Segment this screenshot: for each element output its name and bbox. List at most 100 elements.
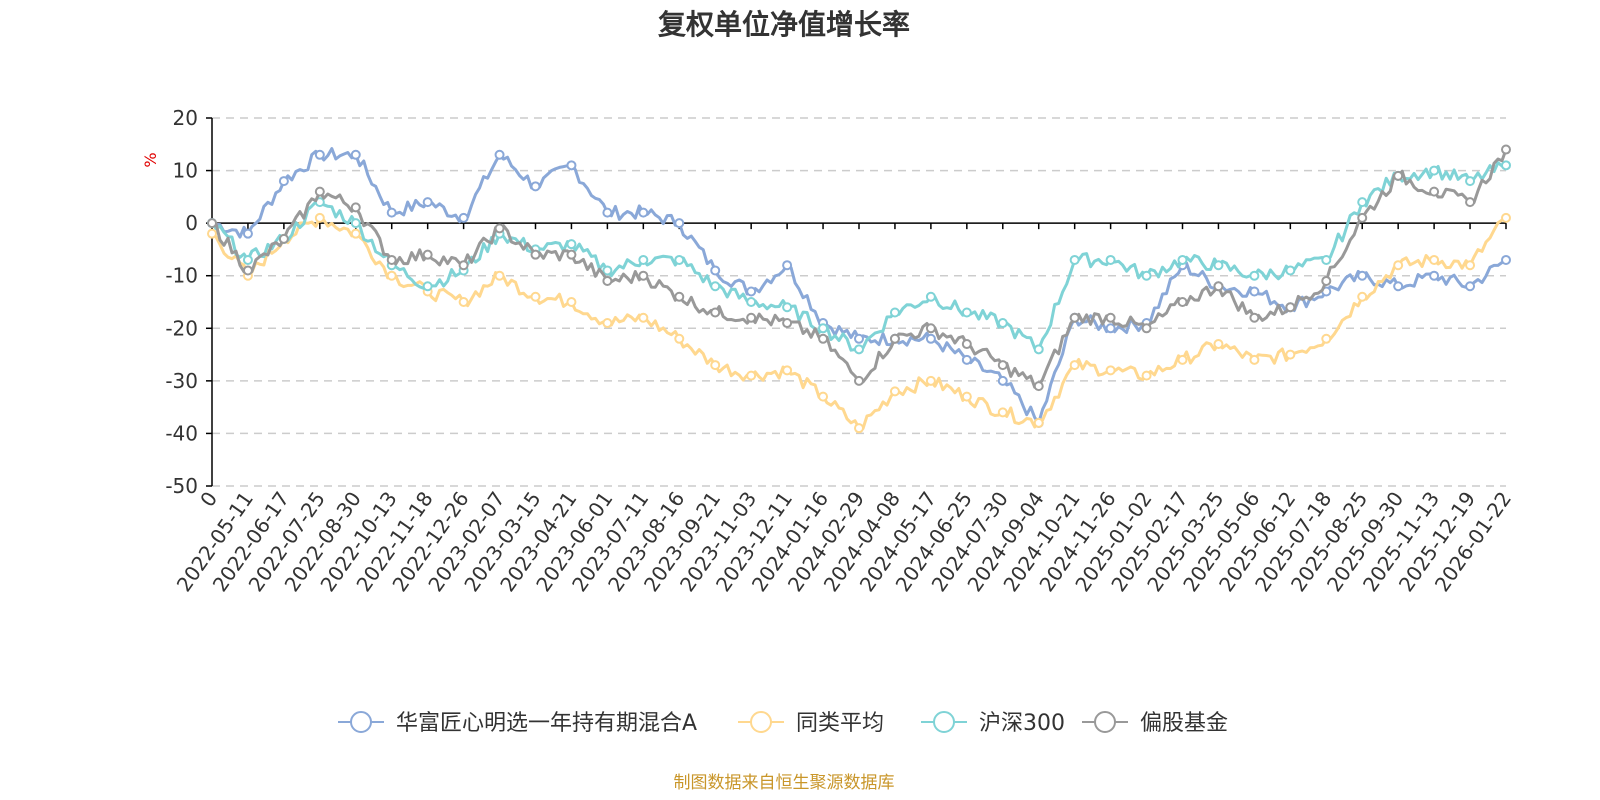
data-point	[1429, 270, 1440, 281]
data-point	[1177, 297, 1188, 307]
data-point	[818, 333, 829, 344]
data-point	[1501, 160, 1511, 171]
data-point	[1105, 254, 1116, 265]
data-point	[207, 228, 217, 239]
data-point	[1501, 212, 1511, 223]
y-tick-label: -50	[165, 474, 198, 498]
data-point	[458, 297, 469, 307]
y-tick-label: 20	[173, 106, 198, 130]
data-point	[710, 265, 721, 276]
data-point	[314, 212, 325, 223]
legend-item-3[interactable]: 沪深300	[921, 711, 1065, 736]
data-point	[997, 407, 1008, 418]
data-point	[1033, 417, 1044, 428]
data-point	[638, 270, 649, 281]
data-point	[674, 218, 685, 229]
data-point	[530, 181, 541, 192]
data-point	[602, 275, 613, 286]
data-point	[782, 260, 793, 271]
data-point	[961, 339, 972, 350]
data-point	[710, 281, 721, 292]
data-point	[1141, 323, 1152, 334]
data-point	[854, 375, 864, 386]
data-point	[530, 291, 541, 302]
data-point	[530, 249, 541, 260]
data-point	[1141, 370, 1152, 381]
data-point	[1393, 260, 1404, 271]
data-point	[242, 254, 253, 265]
data-point	[386, 207, 397, 218]
data-point	[1105, 323, 1116, 334]
data-point	[602, 318, 613, 329]
data-point	[925, 333, 936, 344]
legend-circle-icon	[750, 711, 772, 733]
data-point	[638, 254, 649, 265]
y-tick-label: 0	[185, 211, 198, 235]
data-point	[422, 249, 433, 260]
series-lines	[207, 144, 1511, 434]
data-point	[746, 370, 757, 381]
data-point	[602, 265, 613, 276]
data-point	[278, 233, 289, 244]
data-point	[1105, 312, 1116, 323]
data-point	[1213, 339, 1224, 350]
data-point	[1429, 165, 1440, 176]
data-point	[889, 307, 900, 318]
legend-circle-icon	[1094, 711, 1116, 733]
data-point	[1393, 170, 1404, 181]
data-point	[782, 318, 793, 329]
y-tick-label: -10	[165, 264, 198, 288]
data-point	[1429, 186, 1440, 197]
data-point	[746, 297, 757, 307]
legend-label: 华富匠心明选一年持有期混合A	[396, 711, 697, 736]
data-point	[278, 176, 289, 187]
data-point	[1393, 281, 1404, 292]
data-point	[566, 160, 577, 171]
legend-circle-icon	[933, 711, 955, 733]
data-point	[925, 323, 936, 334]
data-point	[818, 391, 829, 402]
data-point	[1357, 212, 1368, 223]
data-point	[854, 344, 864, 355]
data-point	[350, 149, 361, 160]
legend-item-2[interactable]: 同类平均	[738, 711, 884, 736]
data-point	[242, 228, 253, 239]
data-point	[818, 323, 829, 334]
data-point	[674, 254, 685, 265]
data-point	[1249, 354, 1260, 365]
y-tick-label: 10	[173, 159, 198, 183]
legend-item-4[interactable]: 偏股基金	[1082, 711, 1228, 736]
data-point	[746, 312, 757, 323]
y-tick-label: -20	[165, 316, 198, 340]
data-point	[1465, 176, 1476, 187]
data-point	[494, 270, 505, 281]
legend-item-1[interactable]: 华富匠心明选一年持有期混合A	[338, 711, 697, 736]
data-point	[386, 254, 397, 265]
data-source-note: 制图数据来自恒生聚源数据库	[674, 773, 895, 793]
data-point	[674, 333, 685, 344]
data-point	[674, 291, 685, 302]
data-point	[889, 386, 900, 397]
data-point	[961, 307, 972, 318]
data-point	[1357, 270, 1368, 281]
data-point	[1213, 260, 1224, 271]
legend-circle-icon	[350, 711, 372, 733]
data-point	[1177, 254, 1188, 265]
data-point	[997, 318, 1008, 329]
data-point	[638, 312, 649, 323]
data-point	[1501, 254, 1511, 265]
legend[interactable]: 华富匠心明选一年持有期混合A 同类平均 沪深300 偏股基金	[338, 711, 1228, 736]
data-point	[997, 375, 1008, 386]
data-point	[854, 423, 864, 434]
data-point	[458, 212, 469, 223]
data-point	[782, 365, 793, 376]
y-tick-label: -40	[165, 421, 198, 445]
data-point	[1105, 365, 1116, 376]
data-point	[350, 228, 361, 239]
data-point	[1249, 312, 1260, 323]
data-point	[1069, 360, 1080, 371]
data-point	[242, 265, 253, 276]
data-point	[1429, 254, 1440, 265]
data-point	[350, 202, 361, 213]
x-tick-label: 0	[195, 487, 222, 511]
